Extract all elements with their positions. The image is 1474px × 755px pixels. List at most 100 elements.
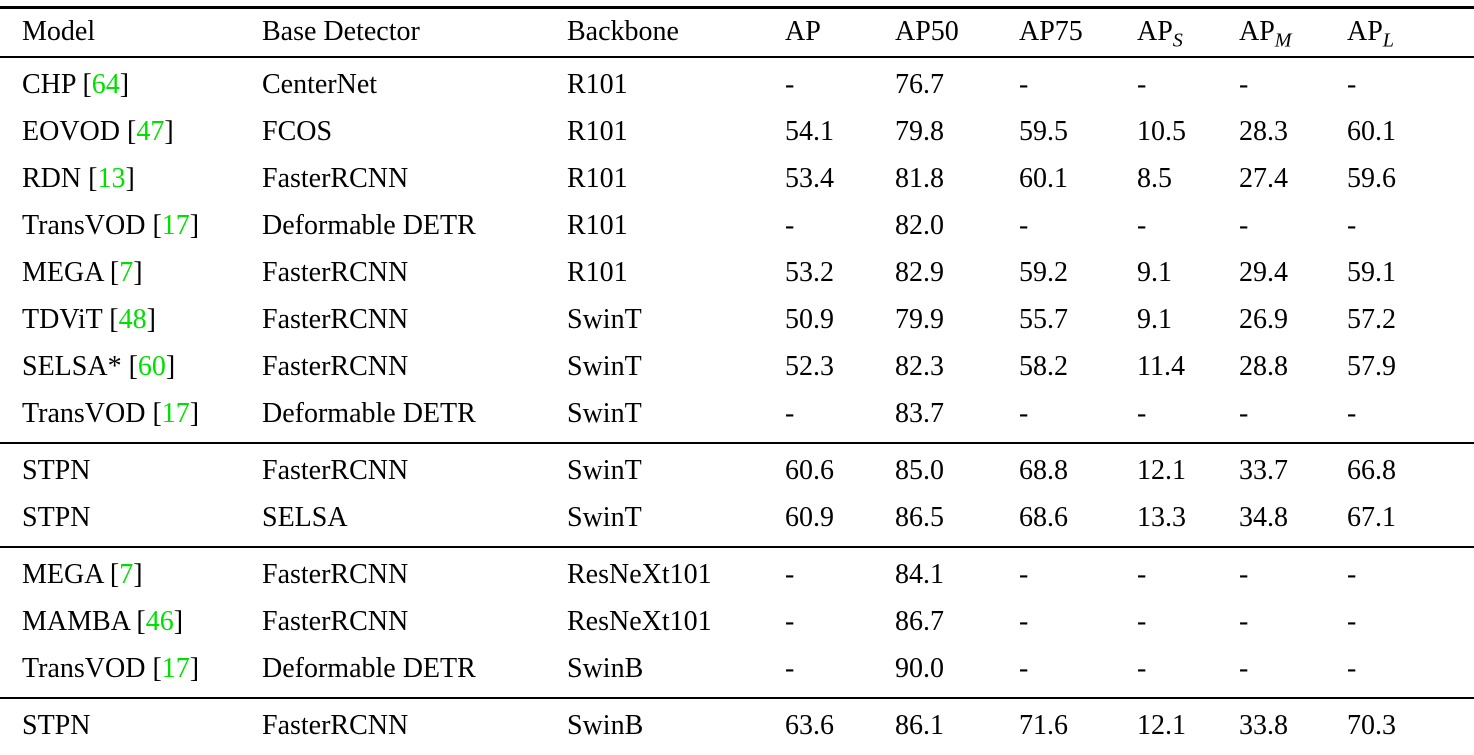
cell-ap50: 85.0 — [895, 455, 944, 486]
citation-link[interactable]: 47 — [136, 116, 165, 147]
cell-ap-m: 33.8 — [1239, 710, 1288, 741]
table-header: Model Base Detector Backbone AP AP50 AP75 APS A… — [0, 7, 1474, 58]
cell-ap-s: 14.1 — [1137, 750, 1239, 755]
cell-ap-s: - — [1137, 210, 1147, 241]
model-name: RDN — [22, 163, 82, 194]
cell-ap: 65.2 — [785, 750, 895, 755]
cell-ap: 53.2 — [785, 257, 834, 288]
cell-ap-m: 37.7 — [1239, 750, 1347, 755]
cell-ap: - — [785, 398, 795, 429]
cell-ap-m: 29.4 — [1239, 257, 1288, 288]
table-row: CHP [64] CenterNet R101 - 76.7 - - - - — [0, 57, 1474, 109]
column-header-label: Model — [22, 16, 96, 47]
column-header-ap75: AP75 — [1019, 8, 1137, 58]
cell-model: MEGA [7] — [22, 257, 143, 288]
cell-ap-s: 12.1 — [1137, 455, 1186, 486]
cell-ap: 60.9 — [785, 502, 834, 533]
table-group: CHP [64] CenterNet R101 - 76.7 - - - - EOVOD [47]… — [0, 57, 1474, 443]
table-row: MAMBA [46] FasterRCNN ResNeXt101 - 86.7 - - - - — [0, 599, 1474, 646]
citation-link[interactable]: 48 — [118, 304, 147, 335]
cell-backbone: ResNeXt101 — [567, 606, 712, 637]
cell-ap-s: 12.1 — [1137, 710, 1186, 741]
cell-backbone: SwinT — [567, 398, 642, 429]
cell-backbone: R101 — [567, 210, 628, 241]
cell-ap: - — [785, 210, 795, 241]
cell-ap50: 90.0 — [895, 653, 944, 684]
column-header-ap50: AP50 — [895, 8, 1019, 58]
model-name: TDViT — [22, 304, 103, 335]
model-name: SELSA* — [22, 351, 122, 382]
model-name: TransVOD — [22, 653, 146, 684]
column-header-backbone: Backbone — [567, 8, 785, 58]
cell-model: TransVOD [17] — [22, 398, 200, 429]
column-header-base-detector: Base Detector — [262, 8, 567, 58]
cell-ap-m: 28.8 — [1239, 351, 1288, 382]
citation-link[interactable]: 13 — [97, 163, 126, 194]
cell-ap-l: 60.1 — [1347, 116, 1396, 147]
cell-base-detector: CenterNet — [262, 69, 378, 100]
cell-ap-s: - — [1137, 398, 1147, 429]
cell-ap75: 60.1 — [1019, 163, 1068, 194]
cell-model: EOVOD [47] — [22, 116, 174, 147]
citation-link[interactable]: 46 — [145, 606, 174, 637]
cell-ap-s: - — [1137, 606, 1147, 637]
cell-ap50: 83.7 — [895, 398, 944, 429]
cell-base-detector: FasterRCNN — [262, 559, 409, 590]
cell-ap-m: 27.4 — [1239, 163, 1288, 194]
cell-base-detector: Deformable DETR — [262, 398, 476, 429]
citation-link[interactable]: 64 — [91, 69, 120, 100]
cell-model: TransVOD [17] — [22, 653, 200, 684]
cell-ap-s: 9.1 — [1137, 257, 1172, 288]
cell-ap-s: - — [1137, 559, 1147, 590]
column-header-subscript: S — [1172, 29, 1183, 52]
citation-link[interactable]: 7 — [119, 559, 134, 590]
cell-ap-l: 67.1 — [1347, 502, 1396, 533]
cell-ap75: 71.6 — [1019, 710, 1068, 741]
table-row: TransVOD [17] Deformable DETR R101 - 82.0 - - -… — [0, 203, 1474, 250]
model-name: STPN — [22, 502, 91, 533]
cell-ap50: 84.1 — [895, 559, 944, 590]
cell-ap-m: - — [1239, 210, 1249, 241]
cell-model: STPN — [0, 698, 262, 750]
model-name: EOVOD — [22, 116, 120, 147]
model-name: MAMBA — [22, 606, 130, 637]
cell-ap-s: 11.4 — [1137, 351, 1185, 382]
cell-ap: - — [785, 69, 795, 100]
cell-base-detector: SELSA — [262, 750, 567, 755]
cell-ap75: - — [1019, 653, 1029, 684]
cell-ap-s: 13.3 — [1137, 502, 1186, 533]
cell-ap: 53.4 — [785, 163, 834, 194]
cell-ap: - — [785, 653, 795, 684]
cell-ap-m: - — [1239, 653, 1249, 684]
citation-link[interactable]: 7 — [119, 257, 134, 288]
cell-ap50: 79.8 — [895, 116, 944, 147]
cell-ap: - — [785, 559, 795, 590]
cell-ap75: - — [1019, 606, 1029, 637]
table-group: STPN FasterRCNN SwinT 60.6 85.0 68.8 12.1 33.7 6… — [0, 443, 1474, 547]
citation-link[interactable]: 17 — [161, 210, 190, 241]
cell-ap-l: 66.8 — [1347, 455, 1396, 486]
cell-ap50: 90.6 — [895, 750, 1019, 755]
model-name: CHP — [22, 69, 76, 100]
column-header-label: AP — [1347, 16, 1383, 47]
model-name: STPN — [22, 455, 91, 486]
model-name: TransVOD — [22, 210, 146, 241]
table-row: SELSA* [60] FasterRCNN SwinT 52.3 82.3 58.2 11… — [0, 344, 1474, 391]
cell-model: MEGA [7] — [22, 559, 143, 590]
cell-ap-l: 59.1 — [1347, 257, 1396, 288]
column-header-subscript: L — [1382, 29, 1395, 52]
cell-ap-l: 71.8 — [1347, 750, 1474, 755]
table-group: MEGA [7] FasterRCNN ResNeXt101 - 84.1 - - - - MAM… — [0, 547, 1474, 698]
citation-link[interactable]: 17 — [161, 398, 190, 429]
cell-ap-m: 26.9 — [1239, 304, 1288, 335]
cell-model: STPN — [0, 750, 262, 755]
citation-link[interactable]: 17 — [161, 653, 190, 684]
cell-base-detector: FasterRCNN — [262, 710, 409, 741]
cell-ap75: 55.7 — [1019, 304, 1068, 335]
cell-ap-s: 10.5 — [1137, 116, 1186, 147]
cell-base-detector: FasterRCNN — [262, 455, 409, 486]
citation-link[interactable]: 60 — [137, 351, 166, 382]
cell-ap-m: 33.7 — [1239, 455, 1288, 486]
cell-ap75: 58.2 — [1019, 351, 1068, 382]
cell-ap: 50.9 — [785, 304, 834, 335]
